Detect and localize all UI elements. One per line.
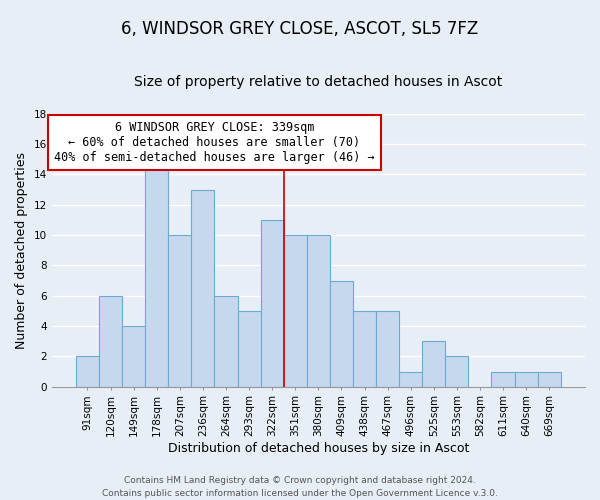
Bar (122, 326, 145, 386)
Bar (260, 220, 284, 386)
Bar (191, 190, 214, 386)
Bar (99, 296, 122, 386)
Bar (399, 372, 422, 386)
X-axis label: Distribution of detached houses by size in Ascot: Distribution of detached houses by size … (167, 442, 469, 455)
Text: 6, WINDSOR GREY CLOSE, ASCOT, SL5 7FZ: 6, WINDSOR GREY CLOSE, ASCOT, SL5 7FZ (121, 20, 479, 38)
Bar (145, 160, 168, 386)
Bar (491, 372, 515, 386)
Text: Contains HM Land Registry data © Crown copyright and database right 2024.
Contai: Contains HM Land Registry data © Crown c… (102, 476, 498, 498)
Bar (538, 372, 561, 386)
Bar (168, 235, 191, 386)
Bar (214, 296, 238, 386)
Bar (284, 235, 307, 386)
Bar (515, 372, 538, 386)
Bar (445, 356, 469, 386)
Bar (376, 311, 399, 386)
Bar (422, 341, 445, 386)
Bar (330, 280, 353, 386)
Bar (353, 311, 376, 386)
Bar (307, 235, 330, 386)
Text: 6 WINDSOR GREY CLOSE: 339sqm
← 60% of detached houses are smaller (70)
40% of se: 6 WINDSOR GREY CLOSE: 339sqm ← 60% of de… (54, 120, 375, 164)
Y-axis label: Number of detached properties: Number of detached properties (15, 152, 28, 348)
Title: Size of property relative to detached houses in Ascot: Size of property relative to detached ho… (134, 75, 502, 89)
Bar (238, 311, 260, 386)
Bar (76, 356, 99, 386)
